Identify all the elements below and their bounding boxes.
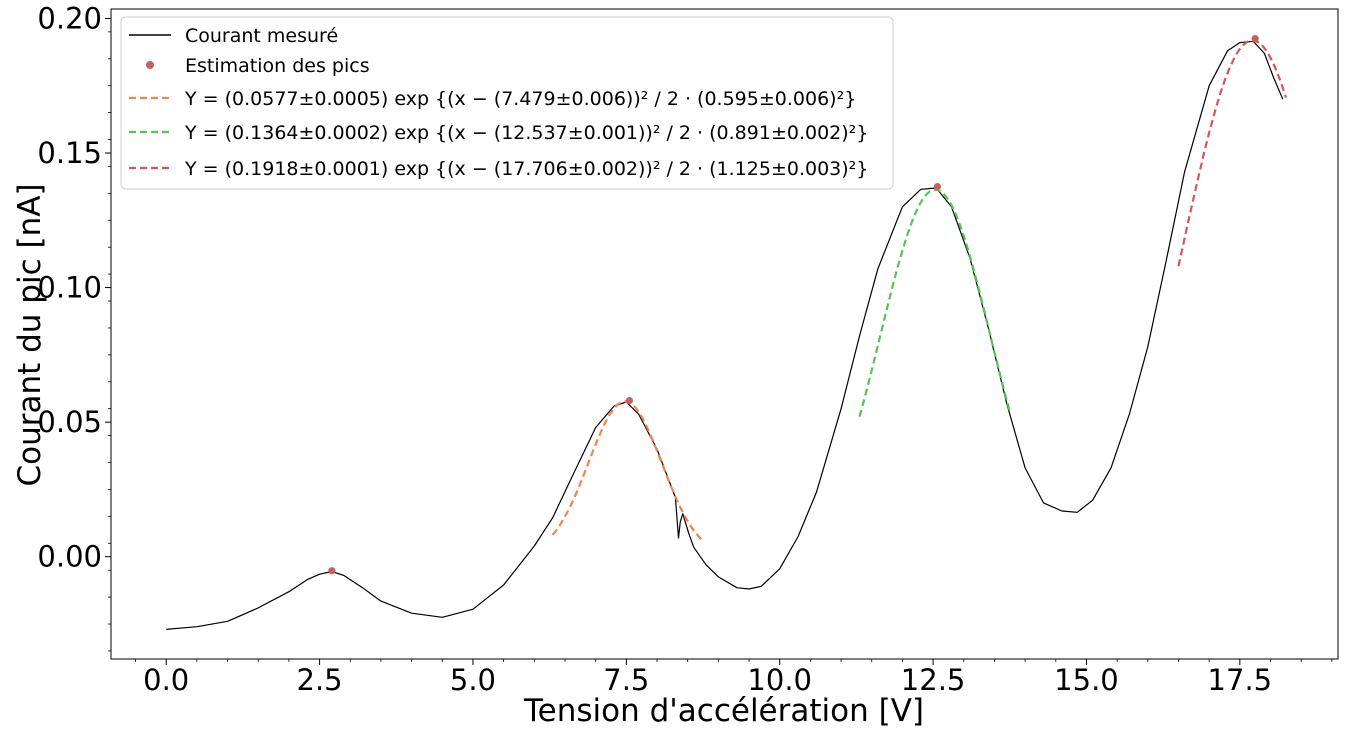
series-line-measured-current — [166, 40, 1284, 630]
x-tick-label: 15.0 — [1054, 663, 1119, 697]
y-tick-label: 0.15 — [37, 136, 102, 170]
x-tick-label: 10.0 — [747, 663, 812, 697]
legend-label: Courant mesuré — [185, 25, 338, 47]
legend-swatch-marker — [146, 61, 154, 69]
x-tick-label: 0.0 — [143, 663, 189, 697]
series-fit-4 — [1177, 39, 1287, 267]
legend-label: Y = (0.1918±0.0001) exp {(x − (17.706±0.… — [184, 158, 868, 180]
x-tick-label: 17.5 — [1208, 663, 1273, 697]
legend-label: Y = (0.0577±0.0005) exp {(x − (7.479±0.0… — [184, 88, 856, 110]
y-axis-label: Courant du pic [nA] — [12, 183, 48, 486]
series-layer — [166, 35, 1287, 630]
x-tick-label: 7.5 — [603, 663, 649, 697]
y-tick-label: 0.00 — [37, 540, 102, 574]
peak-point-1 — [625, 397, 634, 405]
y-tick-label: 0.20 — [37, 1, 102, 35]
y-tick-label: 0.05 — [37, 405, 102, 439]
legend-box — [120, 16, 894, 190]
y-tick-label: 0.10 — [37, 271, 102, 305]
peak-point-0 — [328, 567, 336, 575]
axes-layer: 0.0 2.5 5.0 7.5 10.0 12.5 15.0 17.5 0.00 0.05 0.10… — [37, 1, 1339, 697]
series-fit-3 — [858, 188, 1011, 417]
x-axis-label: Tension d'accélération [V] — [523, 693, 924, 729]
legend-label: Estimation des pics — [185, 55, 370, 77]
peak-point-3 — [1251, 35, 1259, 43]
peak-point-2 — [933, 183, 941, 191]
legend-label: Y = (0.1364±0.0002) exp {(x − (12.537±0.… — [184, 122, 868, 144]
legend: Courant mesuré Estimation des pics Y = (0.… — [120, 16, 894, 190]
x-tick-label: 5.0 — [450, 663, 496, 697]
x-tick-label: 2.5 — [297, 663, 343, 697]
axes-frame — [110, 8, 1339, 660]
x-tick-label: 12.5 — [901, 663, 966, 697]
